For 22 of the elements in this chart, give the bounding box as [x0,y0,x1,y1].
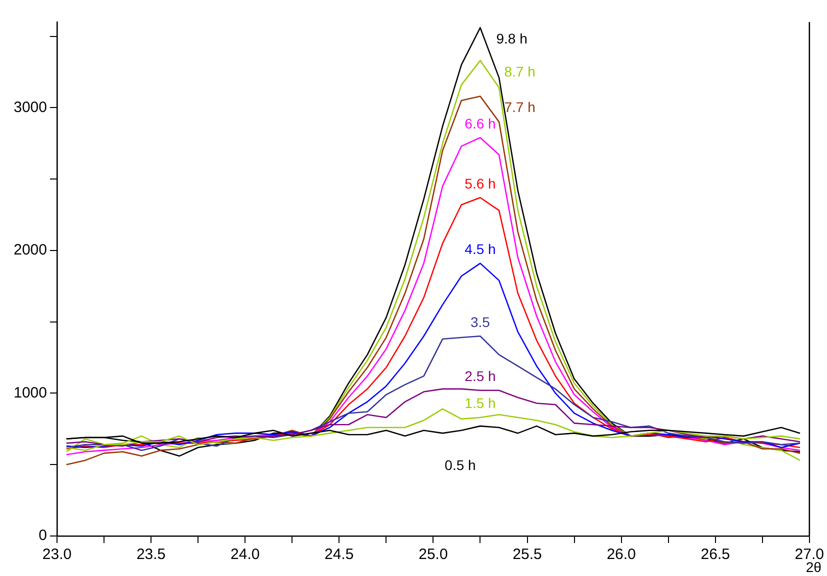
x-tick-label: 23.0 [42,546,72,564]
series-label: 9.8 h [496,30,528,47]
series-label: 1.5 h [464,394,496,411]
x-tick-label: 23.5 [136,546,166,564]
series-label: 4.5 h [464,241,496,258]
x-tick-label: 24.5 [324,546,354,564]
series-label: 3.5 [470,314,490,330]
y-tick-label: 3000 [14,98,47,116]
y-tick-label: 0 [38,527,47,544]
series-label: 8.7 h [504,63,536,80]
y-tick-label: 1000 [14,384,47,402]
x-tick-label: 26.0 [606,546,636,564]
x-tick-label: 26.5 [700,546,730,564]
series-label: 6.6 h [464,116,496,132]
series-label: 0.5 h [444,456,476,473]
series-label: 5.6 h [464,175,496,192]
series-label: 2.5 h [464,368,496,384]
y-tick-label: 2000 [14,242,47,259]
x-tick-label: 25.0 [418,546,448,564]
x-tick-label: 25.5 [512,546,542,564]
series-label: 7.7 h [504,99,536,116]
x-tick-label: 24.0 [230,546,260,564]
